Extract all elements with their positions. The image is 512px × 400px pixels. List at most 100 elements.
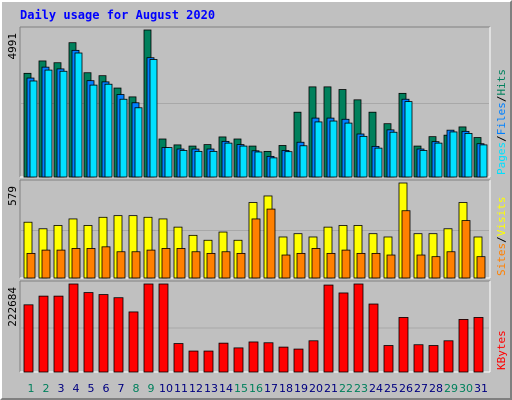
legend-mid: Sites/Visits <box>495 197 508 277</box>
bar-pages-day-16 <box>254 151 263 178</box>
bar-pages-day-28 <box>434 142 443 178</box>
bar-sites-day-25 <box>386 254 396 279</box>
bar-pages-day-22 <box>344 122 353 178</box>
bar-pages-day-18 <box>284 151 293 178</box>
chart-title: Daily usage for August 2020 <box>20 8 215 22</box>
legend-item: / <box>495 236 508 243</box>
legend-item: / <box>495 96 508 103</box>
day-label-8: 8 <box>133 382 140 395</box>
bar-kbytes-day-28 <box>428 345 439 373</box>
legend-item: Visits <box>495 197 508 237</box>
bar-pages-day-5 <box>89 84 98 178</box>
day-label-9: 9 <box>148 382 155 395</box>
bar-pages-day-11 <box>179 150 188 178</box>
y-tick-label-bot: 222684 <box>6 287 19 327</box>
bar-kbytes-day-6 <box>98 294 109 373</box>
day-label-20: 20 <box>309 382 323 395</box>
bar-kbytes-day-3 <box>53 295 64 373</box>
y-tick-label-mid: 579 <box>6 186 19 206</box>
bar-sites-day-13 <box>206 252 216 279</box>
bar-pages-day-1 <box>29 80 38 178</box>
day-label-26: 26 <box>399 382 413 395</box>
bar-sites-day-17 <box>266 208 276 279</box>
bar-kbytes-day-10 <box>158 283 169 373</box>
legend-item: Pages <box>495 142 508 175</box>
bar-kbytes-day-26 <box>398 317 409 373</box>
bar-sites-day-28 <box>431 256 441 279</box>
bar-kbytes-day-29 <box>443 340 454 373</box>
bar-sites-day-15 <box>236 252 246 279</box>
bar-sites-day-26 <box>401 210 411 279</box>
bar-kbytes-day-16 <box>248 341 259 373</box>
bar-kbytes-day-24 <box>368 303 379 373</box>
day-label-30: 30 <box>459 382 473 395</box>
bar-pages-day-12 <box>194 150 203 178</box>
bar-kbytes-day-30 <box>458 319 469 373</box>
bar-pages-day-25 <box>389 131 398 178</box>
day-label-16: 16 <box>249 382 263 395</box>
day-label-6: 6 <box>103 382 110 395</box>
bar-sites-day-21 <box>326 252 336 279</box>
bar-sites-day-8 <box>131 251 141 279</box>
bar-sites-day-22 <box>341 249 351 279</box>
bar-kbytes-day-27 <box>413 344 424 373</box>
bar-kbytes-day-17 <box>263 342 274 373</box>
bar-kbytes-day-9 <box>143 283 154 373</box>
panel-bot: 222684 KBytes <box>6 280 508 373</box>
day-label-12: 12 <box>189 382 203 395</box>
day-labels: 1 2 3 4 5 6 7 8 9 10 11 12 13 14 15 16 17 18 19 20 21 22 23 24 2… <box>28 382 489 395</box>
bar-pages-day-17 <box>269 157 278 178</box>
day-label-24: 24 <box>369 382 383 395</box>
bar-pages-day-26 <box>404 101 413 178</box>
day-label-4: 4 <box>73 382 80 395</box>
bar-sites-day-24 <box>371 252 381 279</box>
bar-sites-day-9 <box>146 249 156 279</box>
bar-pages-day-21 <box>329 120 338 178</box>
day-label-5: 5 <box>88 382 95 395</box>
bar-pages-day-6 <box>104 83 113 178</box>
day-label-17: 17 <box>264 382 278 395</box>
bar-pages-day-19 <box>299 145 308 178</box>
bar-kbytes-day-12 <box>188 350 199 373</box>
day-label-19: 19 <box>294 382 308 395</box>
bar-sites-day-10 <box>161 248 171 279</box>
bar-sites-day-31 <box>476 256 486 279</box>
day-label-15: 15 <box>234 382 248 395</box>
bar-kbytes-day-20 <box>308 340 319 373</box>
bar-sites-day-14 <box>221 251 231 279</box>
legend-item: Hits <box>495 69 508 96</box>
bar-sites-day-20 <box>311 248 321 279</box>
bar-kbytes-day-25 <box>383 345 394 373</box>
day-label-7: 7 <box>118 382 125 395</box>
legend-item: / <box>495 135 508 142</box>
day-label-25: 25 <box>384 382 398 395</box>
day-label-3: 3 <box>58 382 65 395</box>
y-tick-label-top: 4991 <box>6 33 19 60</box>
bar-sites-day-6 <box>101 246 111 279</box>
bar-pages-day-30 <box>464 133 473 178</box>
day-label-18: 18 <box>279 382 293 395</box>
day-label-31: 31 <box>474 382 488 395</box>
bar-sites-day-27 <box>416 254 426 279</box>
bar-sites-day-19 <box>296 252 306 279</box>
bar-pages-day-14 <box>224 142 233 178</box>
day-label-29: 29 <box>444 382 458 395</box>
bar-sites-day-5 <box>86 248 96 279</box>
bar-pages-day-2 <box>44 69 53 178</box>
panels: 4991Pages/Files/Hits579Sites/Visits22268… <box>6 26 508 373</box>
bar-kbytes-day-18 <box>278 346 289 373</box>
bar-sites-day-23 <box>356 252 366 279</box>
bar-sites-day-7 <box>116 251 126 279</box>
bar-sites-day-4 <box>71 248 81 279</box>
bar-pages-day-23 <box>359 135 368 178</box>
day-label-13: 13 <box>204 382 218 395</box>
bar-sites-day-16 <box>251 218 261 279</box>
bar-sites-day-2 <box>41 249 51 279</box>
legend-item: KBytes <box>495 330 508 370</box>
bar-kbytes-day-1 <box>23 304 34 373</box>
bar-pages-day-29 <box>449 131 458 178</box>
bar-kbytes-day-2 <box>38 295 49 373</box>
bar-sites-day-18 <box>281 254 291 279</box>
